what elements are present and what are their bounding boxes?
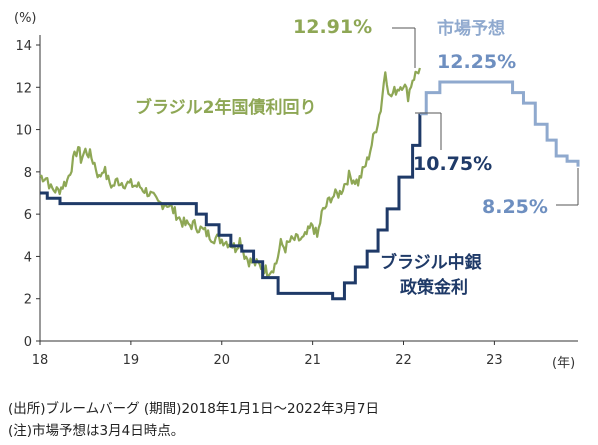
y-tick-label: 14 — [15, 39, 32, 54]
annotations: (%) (年) ブラジル2年国債利回り 12.91% 市場予想 12.25% 1… — [14, 11, 579, 371]
y-tick-label: 12 — [15, 81, 32, 96]
y-axis-unit-label: (%) — [14, 11, 37, 26]
y-tick-label: 6 — [24, 208, 32, 223]
y-tick-label: 2 — [24, 293, 32, 308]
axes — [36, 35, 578, 345]
x-tick-label: 20 — [213, 353, 230, 368]
y-tick-label: 4 — [24, 250, 32, 265]
series-line-1 — [40, 113, 422, 301]
forecast-label: 市場予想 — [437, 18, 505, 39]
note-footnote: (注)市場予想は3月4日時点。 — [8, 423, 185, 439]
y-tick-label: 8 — [24, 166, 32, 181]
series-lines — [39, 67, 580, 301]
x-tick-label: 18 — [32, 353, 49, 368]
yield-series-label: ブラジル2年国債利回り — [135, 97, 317, 118]
policy-label-line1: ブラジル中銀 — [380, 252, 482, 273]
x-axis-unit-label: (年) — [552, 356, 575, 371]
x-tick-label: 19 — [123, 353, 140, 368]
tick-labels: 0 2 4 6 8 10 12 14 18 19 20 21 22 23 — [15, 39, 502, 368]
x-tick-label: 23 — [486, 353, 503, 368]
forecast-end-value: 8.25% — [482, 196, 548, 218]
series-line-2 — [419, 80, 580, 167]
y-tick-label: 10 — [15, 124, 32, 139]
yield-latest-value: 12.91% — [293, 16, 372, 38]
x-tick-label: 21 — [304, 353, 321, 368]
x-tick-label: 22 — [395, 353, 412, 368]
source-footnote: (出所)ブルームバーグ (期間)2018年1月1日～2022年3月7日 — [8, 401, 380, 417]
policy-latest-value: 10.75% — [413, 153, 492, 175]
forecast-peak-value: 12.25% — [437, 51, 516, 73]
policy-label-line2: 政策金利 — [400, 277, 468, 298]
y-tick-label: 0 — [24, 335, 32, 350]
